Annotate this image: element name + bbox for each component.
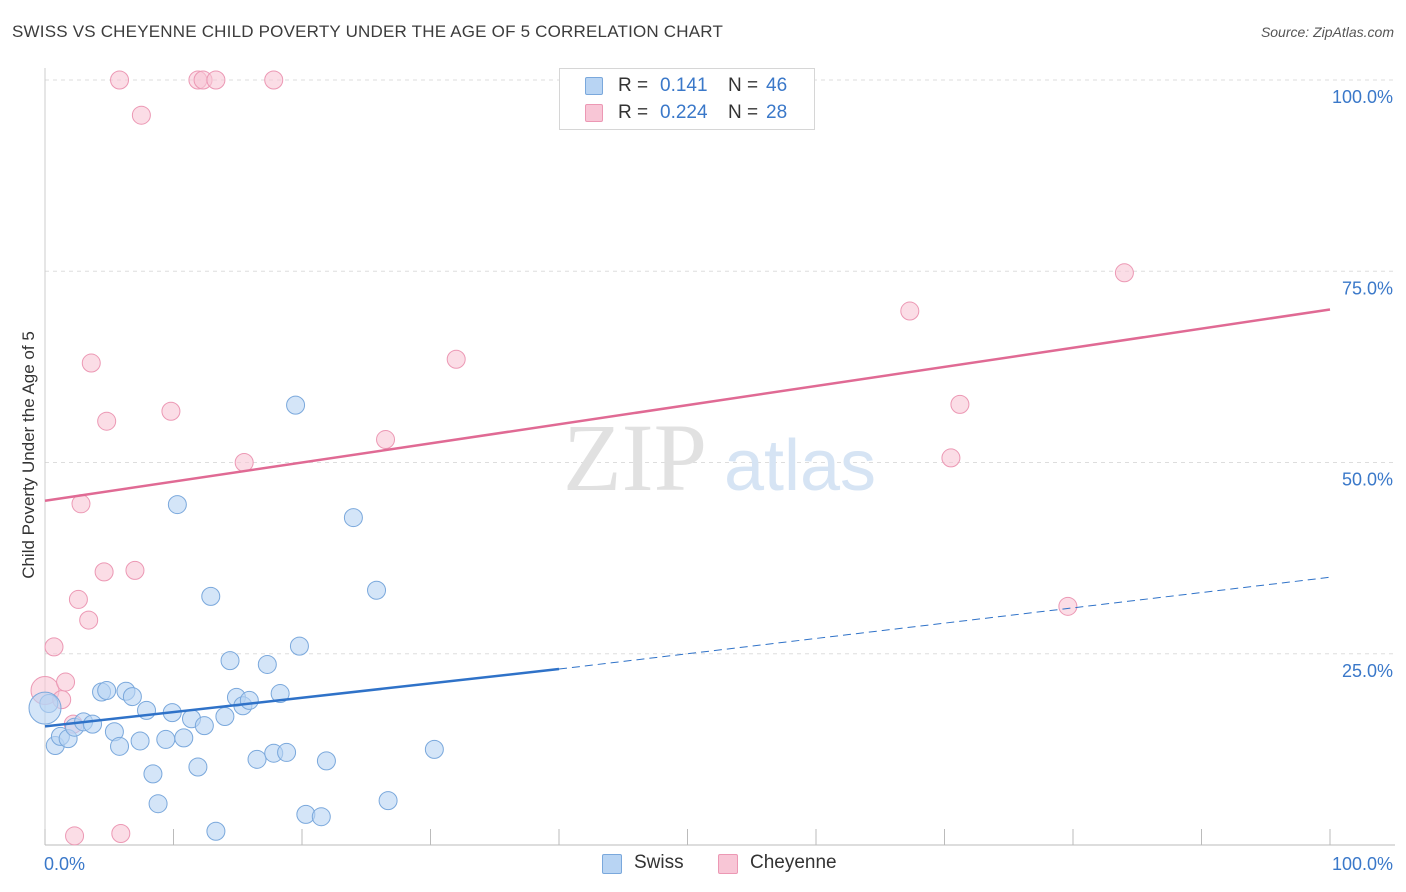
legend-r-value: 0.224 [660,102,708,123]
legend-r-label: R = [618,102,649,123]
watermark-atlas: atlas [724,426,876,506]
cheyenne-point [111,824,131,844]
cheyenne-point [376,430,396,450]
swiss-point [289,636,309,656]
swiss-point [130,731,150,751]
swiss-point [174,728,194,748]
cheyenne-point [900,301,920,321]
bottom-legend-label: Cheyenne [750,852,837,873]
cheyenne-point [234,453,254,472]
bottom-legend-label: Swiss [634,852,684,873]
legend-n-label: N = [728,102,759,123]
swiss-point [343,508,363,528]
swiss-point [194,716,214,736]
cheyenne-point [94,562,114,582]
swiss-point [215,706,235,726]
cheyenne-point [264,70,284,90]
swiss-point [247,749,267,769]
swiss-point [122,687,142,707]
swiss-point [188,757,208,777]
swiss-point [83,714,103,734]
cheyenne-swatch [718,854,738,874]
y-axis-title: Child Poverty Under the Age of 5 [19,331,38,579]
correlation-legend: R = 0.141 N = 46 R = 0.224 N = 28 [559,68,815,130]
legend-n-value: 28 [766,102,788,123]
cheyenne-swatch [585,104,603,122]
swiss-point [143,764,163,784]
swiss-point [167,495,187,515]
axis-labels: 25.0% 50.0% 75.0% 100.0% 0.0% 100.0% Child Pov… [19,87,1393,874]
legend-n-label: N = [728,75,759,96]
legend-n-value: 46 [766,75,788,96]
swiss-point [148,794,168,814]
swiss-point [28,691,62,725]
chart-title: SWISS VS CHEYENNE CHILD POVERTY UNDER TH… [12,22,724,41]
swiss-point [156,729,176,749]
y-tick-label: 50.0% [1342,470,1393,490]
cheyenne-trend-line [44,308,1331,502]
swiss-point [257,654,277,674]
cheyenne-point [79,610,99,630]
swiss-points [28,395,444,841]
cheyenne-point [1058,596,1078,616]
swiss-point [367,580,387,600]
y-tick-label: 100.0% [1332,87,1393,107]
swiss-trend-extension [558,576,1331,670]
cheyenne-point [44,637,64,657]
trend-lines [44,308,1331,728]
cheyenne-point [97,411,117,431]
cheyenne-point [950,394,970,414]
swiss-point [220,651,240,671]
swiss-point [206,821,226,841]
cheyenne-point [81,353,101,373]
watermark-zip: ZIP [563,404,707,511]
y-tick-label: 75.0% [1342,278,1393,298]
swiss-trend-line [44,667,560,728]
cheyenne-points [30,70,1134,846]
legend-r-label: R = [618,75,649,96]
source-label: Source: ZipAtlas.com [1260,24,1394,40]
swiss-point [97,680,117,700]
swiss-point [110,736,130,756]
grid-lines [45,79,1395,655]
cheyenne-point [1114,263,1134,283]
swiss-swatch [602,854,622,874]
cheyenne-point [125,560,145,580]
x-tick-label-max: 100.0% [1332,854,1393,874]
cheyenne-point [110,70,130,90]
y-tick-label: 25.0% [1342,661,1393,681]
cheyenne-point [68,589,88,609]
swiss-point [311,807,331,827]
cheyenne-point [941,448,961,468]
watermark: ZIP atlas [563,404,876,511]
swiss-point [286,395,306,415]
swiss-point [316,751,336,771]
swiss-point [277,742,297,762]
swiss-point [424,739,444,759]
swiss-point [201,586,221,606]
cheyenne-point [206,70,226,90]
cheyenne-point [131,105,151,125]
cheyenne-point [161,401,181,421]
swiss-point [378,791,398,811]
x-tick-label-min: 0.0% [44,854,85,874]
swiss-point [270,684,290,704]
swiss-point [239,690,259,710]
legend-r-value: 0.141 [660,75,708,96]
swiss-swatch [585,77,603,95]
cheyenne-point [56,672,76,692]
cheyenne-point [446,349,466,369]
cheyenne-point [65,826,85,846]
